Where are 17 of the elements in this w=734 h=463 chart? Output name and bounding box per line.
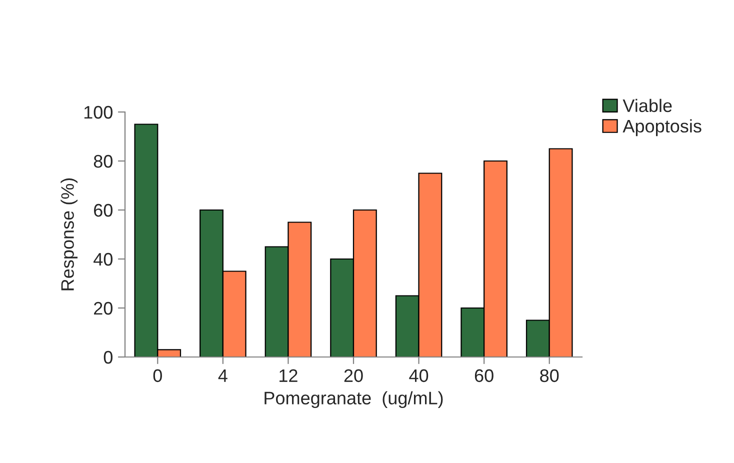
x-tick-label: 20 <box>344 369 363 382</box>
x-tick-label: 40 <box>409 369 428 382</box>
y-tick-label: 100 <box>84 106 112 119</box>
y-axis-title: Response (%) <box>60 178 78 290</box>
y-tick-label: 80 <box>94 154 112 168</box>
legend-label: Viable <box>622 98 672 112</box>
y-tick-label: 60 <box>94 204 112 217</box>
y-tick-label: 40 <box>94 252 112 266</box>
y-tick-label: 20 <box>94 302 112 315</box>
x-tick-label: 4 <box>218 369 228 382</box>
x-tick-label: 60 <box>474 369 494 382</box>
x-axis-title: Pomegranate (ug/mL) <box>264 391 443 408</box>
x-tick-label: 12 <box>280 369 298 382</box>
legend-label: Apoptosis <box>622 119 702 136</box>
x-tick-label: 0 <box>153 369 162 382</box>
x-tick-label: 80 <box>540 369 559 382</box>
y-tick-label: 0 <box>104 350 112 364</box>
